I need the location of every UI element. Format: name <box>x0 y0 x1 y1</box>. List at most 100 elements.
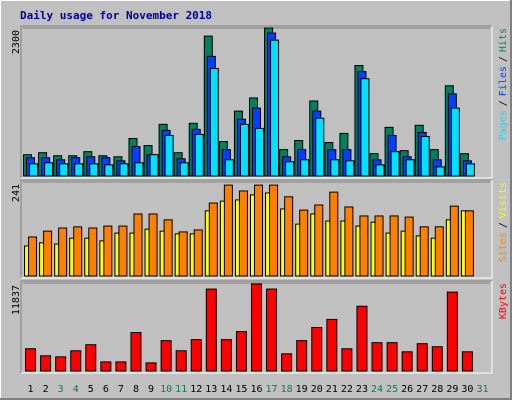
bar <box>40 355 52 372</box>
bar <box>134 162 144 177</box>
bar <box>115 361 127 372</box>
bar <box>446 291 458 372</box>
bar <box>209 68 219 177</box>
bar <box>281 353 293 372</box>
x-tick-label: 16 <box>250 384 262 395</box>
x-tick-label: 11 <box>175 384 187 395</box>
bar <box>58 227 68 277</box>
bar <box>314 204 324 277</box>
bar <box>149 154 159 177</box>
legend-entry: Pages <box>498 110 509 140</box>
bar <box>89 163 99 177</box>
bar <box>386 342 398 372</box>
bar <box>25 348 37 372</box>
x-tick-label: 27 <box>416 384 428 395</box>
bar <box>270 39 280 177</box>
bar <box>179 162 189 177</box>
legend-separator: / <box>498 56 509 62</box>
x-tick-label: 26 <box>401 384 413 395</box>
legend-separator: / <box>498 222 509 228</box>
bar <box>461 351 473 372</box>
bar <box>420 135 430 177</box>
bar <box>405 159 415 177</box>
bar <box>255 127 264 177</box>
legend: KBytes <box>498 283 509 319</box>
bar <box>360 78 370 177</box>
bar <box>194 133 204 177</box>
x-tick-label: 10 <box>160 384 172 395</box>
x-tick-label: 28 <box>431 384 443 395</box>
bar <box>464 210 474 277</box>
x-tick-label: 1 <box>28 384 34 395</box>
bar <box>344 206 354 277</box>
bar <box>59 163 69 177</box>
bar <box>326 318 338 372</box>
x-tick-label: 7 <box>118 384 124 395</box>
bar <box>205 288 217 372</box>
bar <box>341 348 353 372</box>
y-tick-label: 241 <box>11 184 22 202</box>
panel-border-light <box>21 281 493 374</box>
bar <box>266 288 278 372</box>
x-tick-label: 24 <box>371 384 383 395</box>
bar <box>390 151 400 177</box>
bar <box>375 164 385 177</box>
bar <box>220 339 232 372</box>
bar <box>145 362 157 372</box>
bar <box>29 163 39 177</box>
panel-border-light <box>21 26 493 179</box>
x-tick-label: 14 <box>220 384 232 395</box>
legend-entry: Hits <box>498 28 509 52</box>
bar <box>104 164 114 177</box>
legend-entry: Files <box>498 66 509 96</box>
bar <box>70 350 82 372</box>
bar <box>164 134 174 177</box>
x-tick-label: 21 <box>326 384 338 395</box>
bar <box>44 162 54 177</box>
bar <box>356 305 368 372</box>
x-tick-label: 2 <box>43 384 49 395</box>
bar <box>251 283 262 372</box>
bar <box>389 215 399 277</box>
legend-entry: KBytes <box>498 283 509 319</box>
bar <box>296 340 308 372</box>
bar <box>419 226 429 277</box>
bar <box>133 213 143 277</box>
panel-border-dark <box>20 280 492 373</box>
x-tick-label: 31 <box>476 384 488 395</box>
x-tick-label: 19 <box>296 384 308 395</box>
bar <box>178 231 188 277</box>
bar <box>55 356 67 372</box>
bar <box>435 166 445 177</box>
bar <box>193 229 203 277</box>
bar <box>359 215 369 277</box>
bar <box>74 163 84 177</box>
bar <box>434 226 444 277</box>
bar <box>100 361 112 372</box>
legend-entry: Visits <box>498 182 509 218</box>
bar <box>163 219 173 277</box>
bar <box>238 190 248 277</box>
x-tick-label: 4 <box>73 384 79 395</box>
x-tick-label: 30 <box>461 384 473 395</box>
legend: Sites / Visits <box>498 182 509 262</box>
bar <box>300 159 310 177</box>
bar <box>190 339 202 372</box>
legend-separator: / <box>498 100 509 106</box>
chart-title: Daily usage for November 2018 <box>20 9 212 22</box>
legend-entry: Sites <box>498 232 509 262</box>
x-tick-label: 9 <box>148 384 154 395</box>
bar <box>431 346 443 372</box>
bar <box>148 213 158 277</box>
x-tick-label: 13 <box>205 384 217 395</box>
bar <box>285 161 295 177</box>
bar <box>130 332 142 372</box>
bar <box>401 351 413 372</box>
panel-border-dark <box>20 179 492 278</box>
bar <box>208 202 218 277</box>
bar <box>450 107 460 177</box>
bar <box>315 117 325 177</box>
bar <box>465 163 475 177</box>
